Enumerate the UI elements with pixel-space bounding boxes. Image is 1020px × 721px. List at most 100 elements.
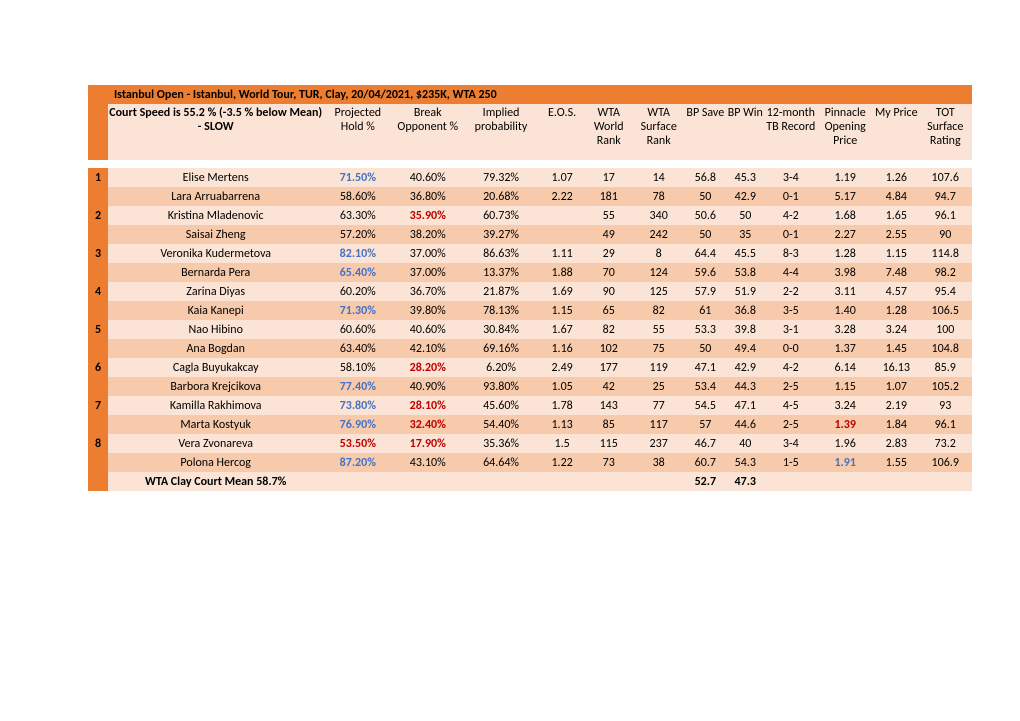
my-price: 7.48	[874, 263, 918, 282]
eos: 1.15	[539, 301, 586, 320]
break-opponent: 37.00%	[392, 263, 463, 282]
pinnacle-open: 3.98	[816, 263, 874, 282]
eos: 2.49	[539, 358, 586, 377]
surface-rank: 117	[632, 415, 685, 434]
break-opponent: 17.90%	[392, 434, 463, 453]
break-opponent: 36.80%	[392, 187, 463, 206]
pinnacle-open: 6.14	[816, 358, 874, 377]
header-tb: 12-month TB Record	[765, 104, 816, 160]
projected-hold: 63.40%	[323, 339, 392, 358]
bp-save: 64.4	[685, 244, 725, 263]
projected-hold: 58.10%	[323, 358, 392, 377]
surface-rank: 25	[632, 377, 685, 396]
tot-rating: 96.1	[918, 206, 972, 225]
title-row: Istanbul Open - Istanbul, World Tour, TU…	[88, 85, 972, 104]
bp-win: 35	[725, 225, 765, 244]
tot-rating: 93	[918, 396, 972, 415]
row-number	[88, 377, 108, 396]
projected-hold: 63.30%	[323, 206, 392, 225]
row-number	[88, 187, 108, 206]
my-price: 2.55	[874, 225, 918, 244]
bp-save: 61	[685, 301, 725, 320]
surface-rank: 14	[632, 168, 685, 187]
player-name: Lara Arruabarrena	[108, 187, 323, 206]
tot-rating: 107.6	[918, 168, 972, 187]
table-row: 3Veronika Kudermetova82.10%37.00%86.63%1…	[88, 244, 972, 263]
player-name: Vera Zvonareva	[108, 434, 323, 453]
surface-rank: 340	[632, 206, 685, 225]
row-number: 6	[88, 358, 108, 377]
bp-win: 53.8	[725, 263, 765, 282]
break-opponent: 36.70%	[392, 282, 463, 301]
player-name: Marta Kostyuk	[108, 415, 323, 434]
tot-rating: 106.5	[918, 301, 972, 320]
implied-prob: 35.36%	[463, 434, 539, 453]
surface-rank: 38	[632, 453, 685, 472]
pinnacle-open: 5.17	[816, 187, 874, 206]
break-opponent: 40.60%	[392, 320, 463, 339]
bp-save: 57.9	[685, 282, 725, 301]
pinnacle-open: 1.37	[816, 339, 874, 358]
footer-row: WTA Clay Court Mean 58.7% 52.7 47.3	[88, 472, 972, 491]
header-implied: Implied probability	[463, 104, 539, 160]
table-row: Barbora Krejcikova77.40%40.90%93.80%1.05…	[88, 377, 972, 396]
surface-rank: 77	[632, 396, 685, 415]
tournament-title: Istanbul Open - Istanbul, World Tour, TU…	[108, 85, 972, 104]
my-price: 1.26	[874, 168, 918, 187]
footer-label: WTA Clay Court Mean 58.7%	[108, 472, 323, 491]
row-number	[88, 301, 108, 320]
surface-rank: 82	[632, 301, 685, 320]
surface-rank: 78	[632, 187, 685, 206]
implied-prob: 64.64%	[463, 453, 539, 472]
tb-record: 1-5	[765, 453, 816, 472]
row-number: 2	[88, 206, 108, 225]
surface-rank: 55	[632, 320, 685, 339]
tb-record: 3-5	[765, 301, 816, 320]
bp-save: 50.6	[685, 206, 725, 225]
bp-save: 53.4	[685, 377, 725, 396]
tb-record: 8-3	[765, 244, 816, 263]
row-number: 1	[88, 168, 108, 187]
player-name: Cagla Buyukakcay	[108, 358, 323, 377]
tb-record: 3-4	[765, 434, 816, 453]
header-eos: E.O.S.	[539, 104, 586, 160]
surface-rank: 75	[632, 339, 685, 358]
row-number	[88, 415, 108, 434]
surface-rank: 8	[632, 244, 685, 263]
tot-rating: 105.2	[918, 377, 972, 396]
pinnacle-open: 1.68	[816, 206, 874, 225]
implied-prob: 39.27%	[463, 225, 539, 244]
world-rank: 90	[585, 282, 632, 301]
bp-win: 51.9	[725, 282, 765, 301]
implied-prob: 21.87%	[463, 282, 539, 301]
projected-hold: 87.20%	[323, 453, 392, 472]
player-name: Polona Hercog	[108, 453, 323, 472]
tot-rating: 98.2	[918, 263, 972, 282]
projected-hold: 60.20%	[323, 282, 392, 301]
bp-win: 44.3	[725, 377, 765, 396]
player-name: Ana Bogdan	[108, 339, 323, 358]
bp-save: 56.8	[685, 168, 725, 187]
projected-hold: 73.80%	[323, 396, 392, 415]
implied-prob: 20.68%	[463, 187, 539, 206]
player-name: Bernarda Pera	[108, 263, 323, 282]
row-number: 4	[88, 282, 108, 301]
table-row: Bernarda Pera65.40%37.00%13.37%1.8870124…	[88, 263, 972, 282]
world-rank: 177	[585, 358, 632, 377]
tot-rating: 95.4	[918, 282, 972, 301]
pinnacle-open: 1.39	[816, 415, 874, 434]
world-rank: 143	[585, 396, 632, 415]
header-tot: TOT Surface Rating	[918, 104, 972, 160]
spacer	[88, 160, 972, 168]
eos: 1.88	[539, 263, 586, 282]
player-name: Barbora Krejcikova	[108, 377, 323, 396]
table-row: 6Cagla Buyukakcay58.10%28.20%6.20%2.4917…	[88, 358, 972, 377]
world-rank: 102	[585, 339, 632, 358]
break-opponent: 28.10%	[392, 396, 463, 415]
header-bp-win: BP Win	[725, 104, 765, 160]
bp-save: 60.7	[685, 453, 725, 472]
my-price: 3.24	[874, 320, 918, 339]
my-price: 16.13	[874, 358, 918, 377]
break-opponent: 39.80%	[392, 301, 463, 320]
implied-prob: 54.40%	[463, 415, 539, 434]
